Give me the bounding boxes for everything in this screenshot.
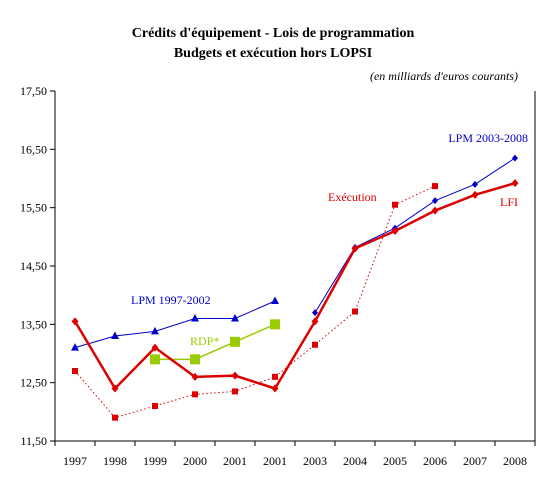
y-tick-label: 14,50 <box>20 259 47 273</box>
y-tick-label: 15,50 <box>20 201 47 215</box>
data-point <box>312 341 318 348</box>
series-line <box>314 157 516 313</box>
data-point <box>352 308 358 315</box>
data-point <box>111 384 119 393</box>
x-tick-label: 1999 <box>143 454 167 468</box>
data-point <box>231 371 239 380</box>
x-tick-label: 2007 <box>463 454 487 468</box>
data-point <box>270 319 280 330</box>
data-point <box>232 388 238 395</box>
series-line <box>73 181 516 391</box>
data-point <box>432 197 438 205</box>
annotation-label: RDP* <box>190 334 219 348</box>
series-ex-cution <box>72 183 438 421</box>
annotations-layer: LPM 2003-2008 Exécution LFI LPM 1997-2002 RD… <box>131 131 528 348</box>
y-tick-label: 16,50 <box>20 142 47 156</box>
series-rdp <box>150 319 280 365</box>
tick-labels: 17,50 16,50 15,50 14,50 13,50 12,50 11,50 1997 1… <box>20 84 527 468</box>
data-point <box>271 384 279 393</box>
data-point <box>391 227 399 235</box>
x-tick-label: 2000 <box>183 454 207 468</box>
data-point <box>72 368 78 374</box>
data-point <box>271 296 279 304</box>
annotation-label: LPM 2003-2008 <box>448 131 528 145</box>
data-point <box>151 343 159 352</box>
x-tick-label: 2004 <box>343 454 367 468</box>
series-line <box>155 323 276 361</box>
series-lpm-1997-2002 <box>71 296 279 351</box>
data-point <box>152 403 158 409</box>
data-point <box>431 206 439 215</box>
data-point <box>392 201 398 208</box>
chart-subtitle: Budgets et exécution hors LOPSI <box>174 46 372 61</box>
x-tick-label: 1998 <box>103 454 127 468</box>
x-tick-label: 2008 <box>503 454 527 468</box>
data-point <box>71 317 79 326</box>
y-tick-label: 11,50 <box>20 434 47 448</box>
data-point <box>511 179 519 188</box>
data-point <box>230 336 240 347</box>
data-point <box>71 343 79 351</box>
x-tick-label: 2005 <box>383 454 407 468</box>
data-point <box>311 317 319 326</box>
data-point <box>191 372 199 381</box>
x-tick-label: 2006 <box>423 454 447 468</box>
annotation-label: Exécution <box>328 190 377 204</box>
data-point <box>471 190 479 199</box>
annotation-label: LPM 1997-2002 <box>131 293 211 307</box>
data-point <box>111 331 119 339</box>
data-point <box>112 414 118 421</box>
x-tick-label: 2003 <box>303 454 327 468</box>
x-tick-label: 2001 <box>223 454 247 468</box>
data-point <box>231 314 239 322</box>
data-point <box>432 183 438 190</box>
data-point <box>512 154 518 162</box>
series-line <box>74 300 276 349</box>
data-point <box>192 391 198 398</box>
x-tick-label: 2001 <box>263 454 287 468</box>
y-tick-label: 13,50 <box>20 317 47 331</box>
axes <box>50 90 536 446</box>
series-lfi <box>71 179 519 393</box>
series-lpm-2003-2008 <box>312 154 518 317</box>
data-point <box>150 354 160 365</box>
series-layer <box>71 154 519 421</box>
data-point <box>351 244 359 253</box>
y-tick-label: 17,50 <box>20 84 47 98</box>
data-point <box>190 354 200 365</box>
annotation-label: LFI <box>500 195 518 209</box>
data-point <box>191 314 199 322</box>
y-tick-label: 12,50 <box>20 376 47 390</box>
data-point <box>151 326 159 335</box>
chart-title: Crédits d'équipement - Lois de programma… <box>132 26 415 41</box>
x-tick-label: 1997 <box>63 454 87 468</box>
data-point <box>312 309 318 317</box>
data-point <box>272 373 278 380</box>
unit-note: (en milliards d'euros courants) <box>370 69 518 83</box>
data-point <box>472 180 478 188</box>
